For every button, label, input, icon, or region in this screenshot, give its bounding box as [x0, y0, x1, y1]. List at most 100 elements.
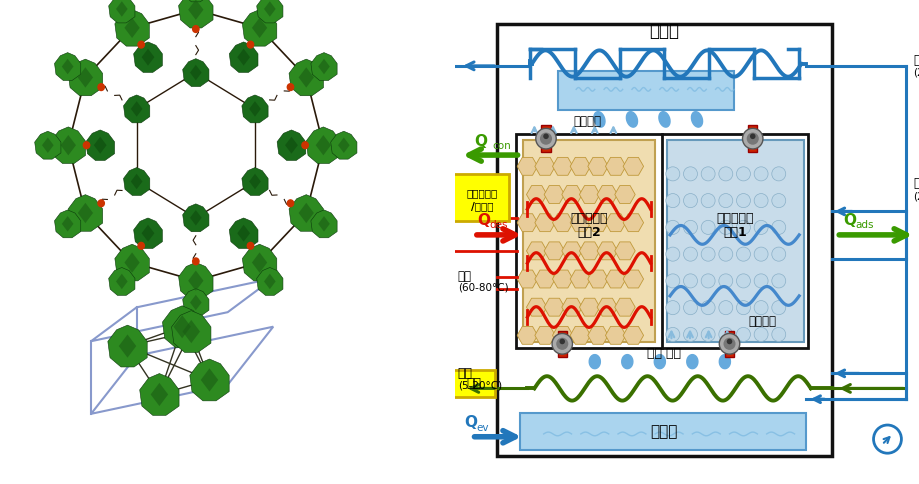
- Circle shape: [718, 247, 732, 261]
- Text: Q: Q: [464, 415, 477, 430]
- Circle shape: [754, 301, 767, 315]
- Bar: [557, 331, 566, 357]
- Polygon shape: [124, 252, 140, 272]
- Polygon shape: [183, 0, 209, 2]
- Polygon shape: [68, 59, 103, 96]
- Polygon shape: [658, 112, 669, 127]
- Bar: [522, 140, 654, 342]
- Polygon shape: [229, 218, 257, 248]
- Circle shape: [98, 200, 104, 207]
- Circle shape: [665, 301, 679, 315]
- Circle shape: [556, 338, 568, 350]
- Polygon shape: [116, 1, 128, 17]
- Circle shape: [736, 274, 750, 288]
- Circle shape: [559, 339, 564, 344]
- Bar: [516, 134, 808, 348]
- Circle shape: [138, 41, 144, 48]
- Circle shape: [754, 274, 767, 288]
- Circle shape: [771, 274, 785, 288]
- Polygon shape: [719, 355, 730, 369]
- Circle shape: [683, 220, 697, 234]
- Bar: [496, 24, 831, 455]
- Polygon shape: [229, 42, 257, 73]
- Polygon shape: [237, 225, 250, 242]
- Polygon shape: [115, 244, 149, 281]
- Polygon shape: [94, 136, 107, 153]
- Text: des: des: [489, 220, 507, 230]
- Polygon shape: [62, 59, 74, 74]
- Polygon shape: [62, 216, 74, 232]
- Circle shape: [683, 167, 697, 181]
- Text: /폐열원: /폐열원: [471, 201, 494, 211]
- Polygon shape: [183, 204, 209, 232]
- Polygon shape: [264, 1, 276, 17]
- Circle shape: [683, 327, 697, 341]
- Polygon shape: [108, 325, 147, 367]
- Text: (60-80°C): (60-80°C): [458, 283, 508, 293]
- Polygon shape: [123, 95, 150, 123]
- Circle shape: [736, 247, 750, 261]
- Polygon shape: [256, 0, 283, 23]
- Polygon shape: [142, 225, 154, 242]
- Text: 재생에너지: 재생에너지: [466, 189, 497, 198]
- Polygon shape: [653, 355, 664, 369]
- Circle shape: [683, 301, 697, 315]
- Polygon shape: [54, 53, 81, 80]
- Text: 온수: 온수: [458, 270, 471, 283]
- Polygon shape: [108, 268, 135, 295]
- Circle shape: [719, 333, 739, 354]
- Bar: [452, 370, 494, 397]
- Circle shape: [700, 194, 714, 208]
- Circle shape: [718, 220, 732, 234]
- Circle shape: [718, 301, 732, 315]
- Circle shape: [700, 167, 714, 181]
- Circle shape: [665, 220, 679, 234]
- Polygon shape: [277, 130, 305, 161]
- Text: (26-35°C): (26-35°C): [912, 191, 919, 201]
- Text: 냉수: 냉수: [458, 367, 472, 380]
- Text: 수분탈착: 수분탈착: [573, 115, 601, 128]
- Polygon shape: [108, 0, 135, 23]
- Circle shape: [726, 339, 732, 344]
- Circle shape: [736, 301, 750, 315]
- Polygon shape: [173, 315, 191, 338]
- Polygon shape: [115, 10, 149, 46]
- Polygon shape: [151, 383, 168, 406]
- Circle shape: [551, 333, 572, 354]
- Polygon shape: [691, 112, 702, 127]
- Circle shape: [665, 247, 679, 261]
- Polygon shape: [119, 334, 136, 358]
- Polygon shape: [190, 295, 201, 310]
- Polygon shape: [189, 359, 229, 401]
- Polygon shape: [178, 0, 213, 28]
- Polygon shape: [182, 320, 199, 343]
- Polygon shape: [285, 136, 298, 154]
- Circle shape: [700, 220, 714, 234]
- Circle shape: [665, 327, 679, 341]
- Polygon shape: [242, 167, 267, 196]
- Circle shape: [771, 247, 785, 261]
- Polygon shape: [130, 174, 142, 189]
- Polygon shape: [188, 0, 203, 20]
- Polygon shape: [252, 252, 267, 272]
- Circle shape: [771, 167, 785, 181]
- Polygon shape: [588, 355, 600, 369]
- Circle shape: [247, 242, 254, 249]
- Text: 수분흡착: 수분흡착: [747, 315, 776, 328]
- Text: Q: Q: [843, 212, 856, 227]
- Circle shape: [771, 194, 785, 208]
- Circle shape: [718, 327, 732, 341]
- Bar: [666, 140, 803, 342]
- Polygon shape: [264, 273, 276, 289]
- Circle shape: [665, 167, 679, 181]
- Polygon shape: [142, 49, 154, 66]
- Polygon shape: [237, 49, 250, 66]
- Bar: [452, 174, 508, 221]
- Circle shape: [771, 301, 785, 315]
- Polygon shape: [183, 288, 209, 317]
- Circle shape: [771, 327, 785, 341]
- Polygon shape: [330, 131, 357, 159]
- Polygon shape: [116, 273, 128, 289]
- Circle shape: [700, 274, 714, 288]
- Circle shape: [700, 301, 714, 315]
